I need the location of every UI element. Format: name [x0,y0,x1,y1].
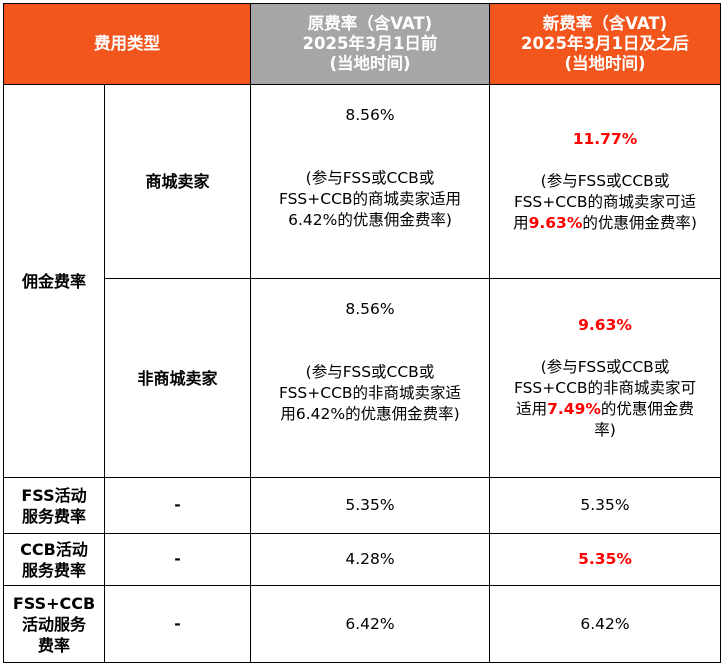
old-rate-header-line3: (当地时间) [329,54,411,73]
mall-old-note-line1: (参与FSS或CCB或 [305,169,435,187]
old-rate-header: 原费率（含VAT) 2025年3月1日前 (当地时间) [250,3,490,85]
new-rate-header-line1: 新费率（含VAT) [542,14,668,33]
fee-comparison-table: 费用类型 原费率（含VAT) 2025年3月1日前 (当地时间) 新费率（含VA… [3,3,721,663]
fss-row: FSS活动 服务费率 - 5.35% 5.35% [3,477,721,534]
ccb-new-rate: 5.35% [578,550,632,568]
non-mall-new-note-line3-post: 的优惠佣金费 [600,400,694,418]
non-mall-new-note-line3-pre: 适用 [516,400,548,418]
fss-ccb-row: FSS+CCB 活动服务 费率 - 6.42% 6.42% [3,585,721,663]
ccb-sub-dash: - [174,550,181,568]
fss-old-rate-cell: 5.35% [250,477,490,534]
ccb-row: CCB活动 服务费率 - 4.28% 5.35% [3,533,721,586]
fss-label-line1: FSS活动 [21,485,87,505]
mall-old-note-line2: FSS+CCB的商城卖家适用 [278,190,462,208]
fss-service-fee-label: FSS活动 服务费率 [3,477,105,534]
non-mall-new-rate-cell: 9.63% (参与FSS或CCB或 FSS+CCB的非商城卖家可 适用7.49%… [489,278,721,478]
ccb-old-rate-cell: 4.28% [250,533,490,586]
new-rate-header-line2: 2025年3月1日及之后 [521,34,689,53]
mall-new-note-line3-pre: 用 [513,214,529,232]
fss-ccb-old-rate: 6.42% [345,614,395,633]
non-mall-old-rate-cell: 8.56% (参与FSS或CCB或 FSS+CCB的非商城卖家适 用6.42%的… [250,278,490,478]
ccb-label-line1: CCB活动 [20,539,88,559]
mall-new-rate: 11.77% [572,130,638,148]
mall-new-note-line3: 用9.63%的优惠佣金费率) [494,213,716,234]
non-mall-new-note-line3: 适用7.49%的优惠佣金费 [494,399,716,420]
non-mall-old-note-line1: (参与FSS或CCB或 [305,363,435,381]
mall-new-discount-rate: 9.63% [528,214,583,232]
ccb-service-fee-label: CCB活动 服务费率 [3,533,105,586]
old-rate-header-line2: 2025年3月1日前 [302,34,438,53]
fss-label-line2: 服务费率 [21,506,86,526]
commission-rate-label-text: 佣金费率 [21,271,86,291]
mall-seller-row: 佣金费率 商城卖家 8.56% (参与FSS或CCB或 FSS+CCB的商城卖家… [3,84,721,478]
fss-new-rate-cell: 5.35% [489,477,721,534]
fss-ccb-sub-cell: - [104,585,251,663]
fee-type-header-label: 费用类型 [94,34,160,53]
fss-ccb-service-fee-label: FSS+CCB 活动服务 费率 [3,585,105,663]
fee-type-header: 费用类型 [3,3,251,85]
commission-rate-label: 佣金费率 [3,84,105,478]
non-mall-new-discount-rate: 7.49% [547,400,601,418]
mall-old-rate: 8.56% [345,106,395,124]
non-mall-seller-label: 非商城卖家 [104,278,251,478]
non-mall-seller-label-text: 非商城卖家 [137,368,218,388]
fss-new-rate: 5.35% [580,496,630,514]
mall-new-rate-cell: 11.77% (参与FSS或CCB或 FSS+CCB的商城卖家可适 用9.63%… [489,84,721,279]
mall-old-rate-cell: 8.56% (参与FSS或CCB或 FSS+CCB的商城卖家适用 6.42%的优… [250,84,490,279]
fss-ccb-label-line2: 活动服务 [21,614,86,634]
fss-sub-dash: - [174,496,181,514]
ccb-label-line2: 服务费率 [21,560,86,580]
mall-seller-label-text: 商城卖家 [145,172,210,191]
non-mall-new-note-line4: 率) [594,421,616,439]
ccb-sub-cell: - [104,533,251,586]
mall-new-note-line2: FSS+CCB的商城卖家可适 [513,193,697,211]
ccb-old-rate: 4.28% [345,550,395,568]
non-mall-new-rate: 9.63% [578,316,632,334]
non-mall-seller-row: 非商城卖家 8.56% (参与FSS或CCB或 FSS+CCB的非商城卖家适 用… [4,278,721,478]
fss-ccb-old-rate-cell: 6.42% [250,585,490,663]
fss-sub-cell: - [104,477,251,534]
mall-old-note-line3: 6.42%的优惠佣金费率) [288,211,452,229]
fss-ccb-new-rate-cell: 6.42% [489,585,721,663]
fss-ccb-new-rate: 6.42% [580,614,630,633]
fss-old-rate: 5.35% [345,496,395,514]
fss-ccb-sub-dash: - [174,614,181,633]
ccb-new-rate-cell: 5.35% [489,533,721,586]
mall-seller-label: 商城卖家 [104,84,251,279]
non-mall-new-note-line1: (参与FSS或CCB或 [540,358,670,376]
old-rate-header-line1: 原费率（含VAT) [307,14,433,33]
mall-new-note-line1: (参与FSS或CCB或 [540,172,670,190]
non-mall-old-rate: 8.56% [345,300,395,318]
new-rate-header-line3: (当地时间) [564,54,646,73]
mall-new-note-line3-post: 的优惠佣金费率) [582,214,697,232]
non-mall-old-note-line2: FSS+CCB的非商城卖家适 [278,384,462,402]
non-mall-old-note-line3: 用6.42%的优惠佣金费率) [280,405,460,423]
header-row: 费用类型 原费率（含VAT) 2025年3月1日前 (当地时间) 新费率（含VA… [3,3,721,85]
non-mall-new-note-line2: FSS+CCB的非商城卖家可 [513,379,697,397]
new-rate-header: 新费率（含VAT) 2025年3月1日及之后 (当地时间) [489,3,721,85]
fss-ccb-label-line3: 费率 [37,635,70,655]
fss-ccb-label-line1: FSS+CCB [12,593,96,613]
